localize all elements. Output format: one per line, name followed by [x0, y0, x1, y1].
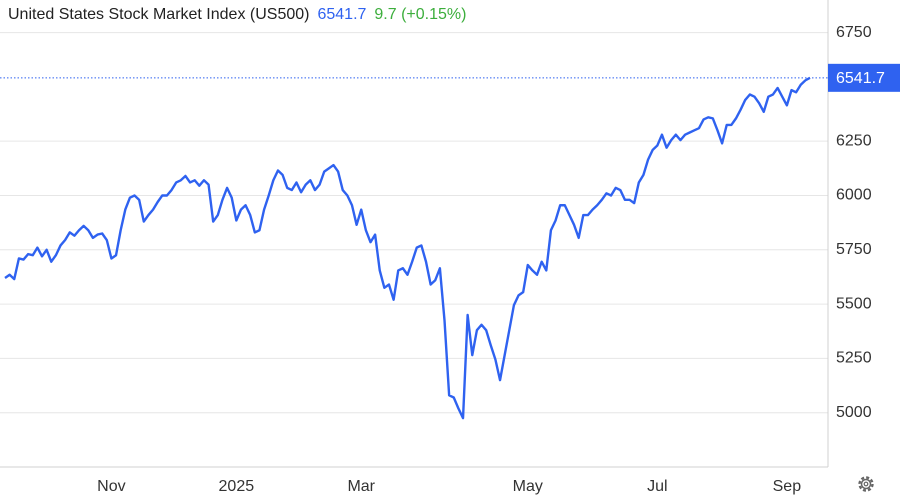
price: 6541.7	[317, 6, 367, 23]
last-price-label: 6541.7	[836, 70, 885, 87]
chart-title: United States Stock Market Index (US500)	[8, 6, 310, 23]
y-tick-label: 5750	[836, 241, 872, 258]
y-tick-label: 5250	[836, 350, 872, 367]
x-tick-label: Jul	[647, 478, 667, 495]
x-tick-label: Sep	[773, 478, 802, 495]
gear-teeth	[858, 476, 874, 492]
y-tick-label: 6750	[836, 24, 872, 41]
change: 9.7 (+0.15%)	[374, 6, 467, 23]
x-tick-label: Mar	[347, 478, 375, 495]
y-tick-label: 6000	[836, 187, 872, 204]
x-tick-label: 2025	[219, 478, 255, 495]
price-line	[4, 76, 811, 420]
gear-body	[860, 478, 872, 490]
last-price-box	[828, 63, 900, 92]
settings-icon[interactable]	[858, 476, 874, 492]
y-tick-label: 6250	[836, 132, 872, 149]
y-tick-label: 5500	[836, 295, 872, 312]
gear-hole	[863, 481, 869, 487]
header: United States Stock Market Index (US500)…	[8, 6, 474, 24]
y-tick-label: 5000	[836, 404, 872, 421]
x-tick-label: May	[513, 478, 543, 495]
grid	[0, 32, 828, 414]
x-tick-label: Nov	[97, 478, 125, 495]
